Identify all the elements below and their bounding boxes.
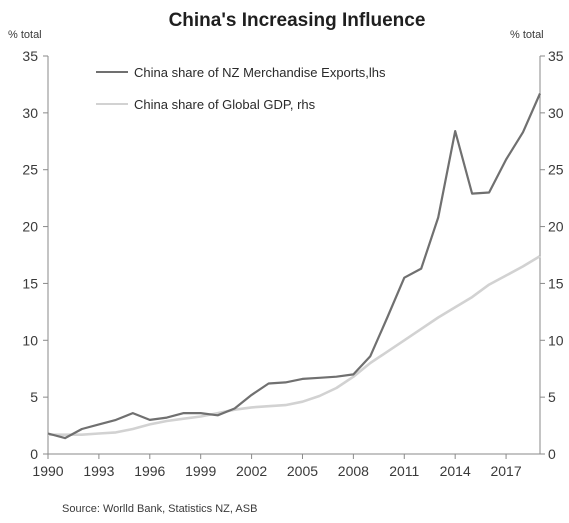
right-y-tick-label: 10 (548, 332, 564, 348)
x-tick-label: 2017 (490, 463, 521, 479)
source-note: Source: Worlld Bank, Statistics NZ, ASB (62, 503, 257, 515)
y-tick-label: 15 (22, 275, 38, 291)
x-tick-label: 1996 (134, 463, 165, 479)
y-tick-label: 20 (22, 219, 38, 235)
series-line-gdp (48, 254, 541, 437)
y-tick-label: 35 (22, 48, 38, 64)
y-tick-label: 25 (22, 162, 38, 178)
right-y-axis: 0 5 10 15 20 25 30 35 (540, 48, 564, 462)
left-axis-unit: % total (8, 29, 42, 41)
plot-axes (47, 56, 541, 455)
right-y-tick-label: 30 (548, 105, 564, 121)
x-tick-label: 1999 (185, 463, 216, 479)
x-tick-label: 2008 (338, 463, 369, 479)
legend-label-gdp: China share of Global GDP, rhs (134, 97, 316, 112)
right-y-tick-label: 0 (548, 446, 556, 462)
x-tick-label: 2005 (287, 463, 318, 479)
chart-title: China's Increasing Influence (169, 10, 426, 31)
legend: China share of NZ Merchandise Exports,lh… (96, 65, 386, 112)
y-tick-label: 30 (22, 105, 38, 121)
x-tick-label: 1993 (83, 463, 114, 479)
right-axis-unit: % total (510, 29, 544, 41)
x-axis: 1990 1993 1996 1999 2002 2005 2008 2011 2014 2017 (32, 454, 522, 479)
y-tick-label: 0 (30, 446, 38, 462)
legend-label-exports: China share of NZ Merchandise Exports,lh… (134, 65, 386, 80)
y-tick-label: 10 (22, 332, 38, 348)
series-line-exports (47, 93, 542, 440)
series-layer (47, 93, 542, 440)
right-y-tick-label: 35 (548, 48, 564, 64)
left-y-axis: 0 5 10 15 20 25 30 35 (22, 48, 48, 462)
x-tick-label: 2002 (236, 463, 267, 479)
y-tick-label: 5 (30, 389, 38, 405)
x-tick-label: 2011 (389, 463, 419, 479)
right-y-tick-label: 15 (548, 275, 564, 291)
x-tick-label: 1990 (32, 463, 63, 479)
x-tick-label: 2014 (440, 463, 471, 479)
right-y-tick-label: 25 (548, 162, 564, 178)
right-y-tick-label: 5 (548, 389, 556, 405)
right-y-tick-label: 20 (548, 219, 564, 235)
